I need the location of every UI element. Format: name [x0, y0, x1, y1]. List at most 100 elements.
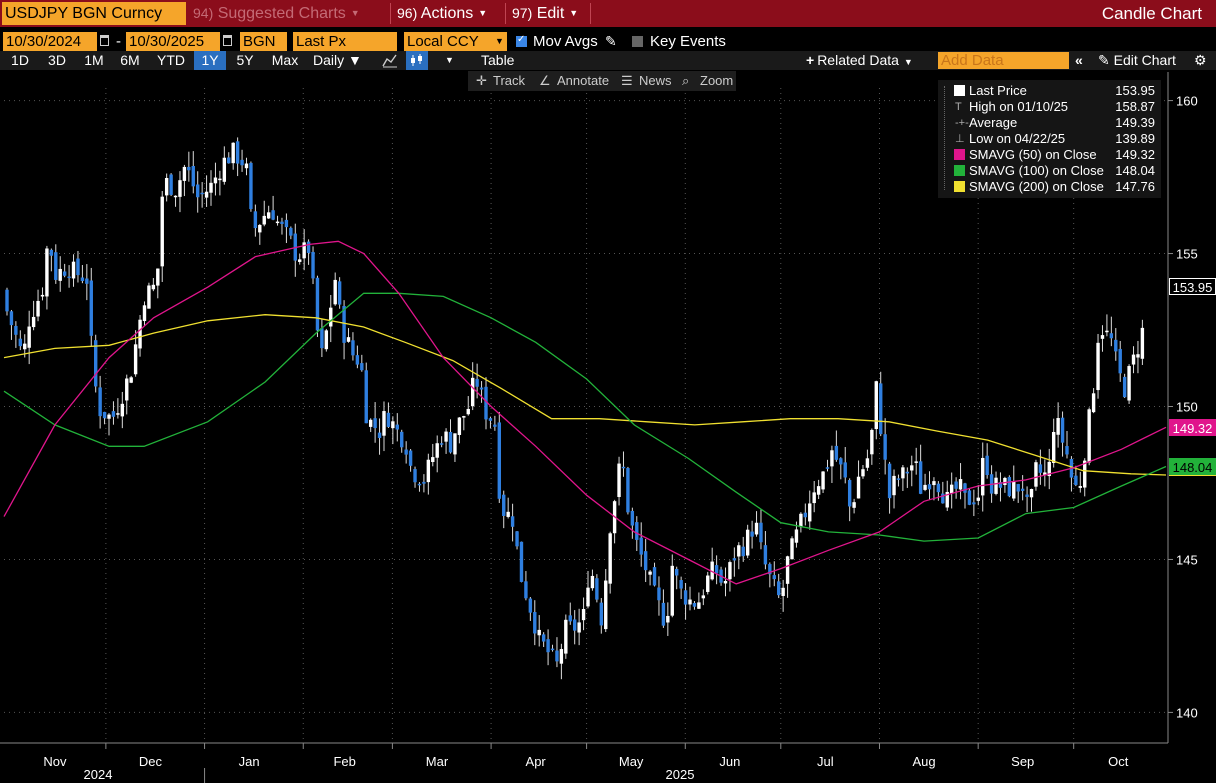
- candle-body: [812, 492, 816, 504]
- annotate-icon[interactable]: ∠: [539, 73, 551, 88]
- chart-style-icon[interactable]: [406, 51, 428, 70]
- candle-body: [648, 571, 652, 575]
- candle-body: [98, 387, 102, 417]
- legend-name: Low on 04/22/25: [969, 131, 1066, 146]
- end-date-field[interactable]: 10/30/2025: [126, 32, 220, 51]
- mov-avgs-checkbox[interactable]: [516, 34, 527, 47]
- candle-body: [164, 177, 169, 196]
- candle-body: [945, 491, 949, 508]
- actions-menu[interactable]: 96) Actions ▼: [397, 5, 488, 22]
- candle-body: [1109, 333, 1114, 339]
- candle-body: [1078, 486, 1082, 488]
- candle-body: [923, 484, 927, 490]
- timeframe-3d[interactable]: 3D: [48, 52, 66, 68]
- sma50-line: [3, 240, 1167, 585]
- calendar-icon[interactable]: [100, 35, 109, 46]
- zoom-tool[interactable]: Zoom: [700, 73, 734, 88]
- pencil-icon[interactable]: ✎: [605, 33, 617, 49]
- x-year-label: 2025: [666, 767, 695, 782]
- timeframe-1d[interactable]: 1D: [11, 52, 29, 68]
- candle-body: [519, 541, 524, 582]
- x-month-label: Aug: [912, 754, 935, 769]
- chart-style-dropdown-icon[interactable]: ▼: [445, 55, 454, 65]
- candle-body: [604, 580, 608, 630]
- news-tool[interactable]: News: [639, 73, 672, 88]
- currency-dropdown-icon[interactable]: ▼: [494, 32, 507, 51]
- candle-body: [444, 431, 448, 442]
- candle-body: [879, 383, 883, 435]
- candle-body: [231, 142, 235, 164]
- line-chart-icon[interactable]: [382, 51, 400, 70]
- candle-body: [737, 545, 741, 557]
- candle-body: [196, 184, 200, 198]
- calendar-icon[interactable]: [223, 35, 232, 46]
- timeframe-1m[interactable]: 1M: [84, 52, 104, 68]
- annotate-tool[interactable]: Annotate: [557, 73, 610, 88]
- legend-swatch: [954, 149, 965, 160]
- candle-body: [311, 251, 315, 279]
- y-tick-label: 145: [1176, 552, 1198, 567]
- candle-body: [816, 486, 821, 495]
- ticker-field[interactable]: USDJPY BGN Curncy: [2, 2, 186, 25]
- candle-body: [555, 650, 559, 662]
- x-month-label: Jun: [719, 754, 740, 769]
- track-tool[interactable]: Track: [493, 73, 526, 88]
- candle-body: [714, 565, 719, 574]
- candle-body: [382, 411, 386, 436]
- candle-body: [23, 343, 27, 350]
- candle-body: [887, 463, 892, 499]
- currency-selector[interactable]: Local CCY: [404, 32, 497, 51]
- candle-body: [861, 469, 865, 477]
- legend-glyph-icon: ⊥: [955, 133, 965, 145]
- add-data-input[interactable]: Add Data: [938, 52, 1069, 69]
- crosshair-icon[interactable]: ✛: [476, 73, 487, 88]
- source-field[interactable]: BGN: [240, 32, 287, 51]
- timeframe-6m[interactable]: 6M: [120, 52, 140, 68]
- edit-menu[interactable]: 97) Edit ▼: [512, 5, 579, 22]
- dropdown-arrow-icon: ▼: [569, 8, 579, 18]
- key-events-label[interactable]: Key Events: [650, 33, 726, 50]
- candle-body: [732, 558, 737, 561]
- candle-body: [151, 284, 156, 290]
- field-selector[interactable]: Last Px: [293, 32, 397, 51]
- period-selector[interactable]: Daily ▼: [313, 52, 362, 68]
- candle-body: [249, 162, 253, 210]
- zoom-icon[interactable]: ⌕: [682, 73, 690, 88]
- x-month-label: May: [619, 754, 644, 769]
- candle-body: [799, 513, 803, 528]
- table-button[interactable]: Table: [481, 52, 515, 68]
- timeframe-1y[interactable]: 1Y: [194, 51, 226, 70]
- y-tick-label: 140: [1176, 705, 1198, 720]
- related-data-button[interactable]: + Related Data ▼: [806, 52, 913, 68]
- candle-body: [49, 249, 54, 256]
- timeframe-5y[interactable]: 5Y: [236, 52, 254, 68]
- candle-body: [883, 434, 887, 460]
- candle-body: [808, 503, 812, 522]
- candle-body: [400, 431, 404, 448]
- candle-body: [741, 546, 745, 557]
- mov-avgs-label[interactable]: Mov Avgs: [533, 33, 598, 50]
- candle-body: [692, 602, 697, 607]
- legend-name: High on 01/10/25: [969, 99, 1069, 114]
- candle-body: [497, 422, 501, 499]
- gear-icon[interactable]: ⚙: [1194, 52, 1207, 68]
- candle-body: [9, 311, 14, 326]
- edit-chart-button[interactable]: ✎ Edit Chart: [1098, 52, 1176, 68]
- candle-body: [843, 462, 847, 478]
- suggested-charts-menu[interactable]: 94) Suggested Charts ▼: [193, 5, 360, 22]
- key-events-checkbox[interactable]: [632, 36, 643, 47]
- start-date-field[interactable]: 10/30/2024: [3, 32, 97, 51]
- chart-type-label: Candle Chart: [1101, 4, 1202, 23]
- legend-value: 139.89: [1115, 131, 1155, 146]
- sma100-line: [3, 292, 1167, 542]
- candle-body: [936, 483, 941, 493]
- timeframe-ytd[interactable]: YTD: [157, 52, 185, 68]
- candle-body: [998, 482, 1003, 488]
- news-icon[interactable]: ☰: [621, 73, 633, 88]
- legend-row: SMAVG (50) on Close 149.32: [938, 147, 1161, 163]
- candle-body: [470, 377, 475, 407]
- collapse-icon[interactable]: «: [1075, 52, 1083, 68]
- legend-row: SMAVG (200) on Close 147.76: [938, 179, 1161, 195]
- timeframe-max[interactable]: Max: [271, 52, 299, 68]
